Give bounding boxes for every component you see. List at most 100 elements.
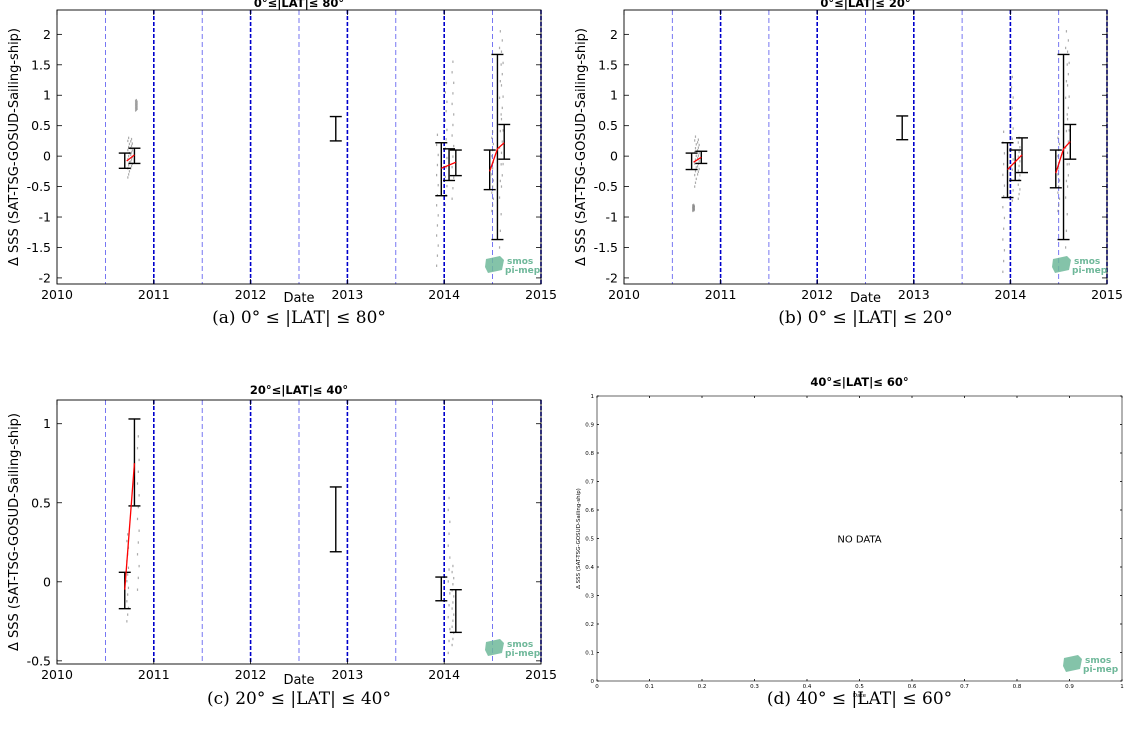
scatter-point [492, 203, 494, 207]
y-tick-label: 0.8 [585, 451, 594, 457]
smos-logo-icon [1052, 256, 1071, 273]
scatter-point [135, 101, 137, 104]
scatter-point [1068, 95, 1070, 98]
scatter-point [693, 204, 695, 207]
scatter-point [130, 160, 132, 163]
y-tick-label: 0 [43, 149, 51, 164]
scatter-point [451, 570, 453, 574]
scatter-point [130, 158, 133, 161]
scatter-point [126, 620, 128, 623]
scatter-point [436, 143, 438, 147]
chart-title: 40°≤|LAT|≤ 60° [810, 375, 908, 389]
x-tick-label: 2011 [138, 287, 170, 302]
scatter-point [695, 166, 697, 169]
y-tick-label: -1 [39, 210, 51, 225]
scatter-point [1017, 141, 1019, 144]
trend-line [693, 156, 702, 163]
scatter-point [1058, 185, 1060, 188]
scatter-point [1003, 227, 1005, 230]
y-tick-label: -0.5 [27, 653, 51, 668]
scatter-point [498, 246, 501, 249]
scatter-point [1017, 197, 1019, 200]
scatter-point [1018, 164, 1020, 168]
scatter-point [127, 148, 129, 152]
scatter-point [1066, 63, 1068, 66]
scatter-point [1018, 150, 1020, 154]
axes-box [56, 399, 542, 665]
panel-caption: (a) 0° ≤ |LAT| ≤ 80° [212, 308, 386, 328]
panel-caption: (c) 20° ≤ |LAT| ≤ 40° [207, 689, 391, 709]
x-axis-label: Date [853, 693, 867, 699]
scatter-point [1066, 50, 1069, 53]
scatter-point [445, 166, 447, 169]
scatter-point [452, 123, 454, 127]
scatter-point [131, 149, 133, 152]
scatter-point [492, 185, 494, 188]
x-tick-label: 2010 [608, 287, 640, 302]
scatter-point [1065, 229, 1068, 233]
scatter-point [1057, 191, 1059, 194]
x-tick-label: 0.4 [803, 684, 812, 690]
scatter-point [697, 146, 699, 149]
scatter-point [499, 129, 501, 133]
scatter-point [451, 625, 453, 628]
scatter-point [694, 158, 697, 161]
x-tick-label: 2011 [705, 287, 737, 302]
scatter-point [452, 601, 454, 604]
scatter-point [453, 144, 455, 148]
scatter-point [1011, 106, 1013, 110]
scatter-point [1067, 140, 1069, 143]
scatter-point [696, 173, 699, 176]
scatter-point [1003, 130, 1005, 133]
scatter-point [130, 164, 133, 168]
scatter-point [693, 207, 695, 210]
scatter-point [1003, 216, 1006, 220]
scatter-point [436, 264, 438, 267]
scatter-point [1003, 259, 1005, 263]
scatter-point [500, 63, 502, 66]
scatter-point [138, 529, 140, 532]
scatter-point [696, 141, 699, 144]
scatter-point [499, 179, 501, 183]
logo-text-smos: smos [1074, 257, 1100, 267]
trend-line [126, 154, 135, 162]
scatter-point [452, 92, 454, 95]
scatter-point [451, 134, 453, 137]
trend-line [1007, 154, 1023, 170]
scatter-point [502, 95, 504, 98]
x-tick-label: 2011 [138, 667, 170, 682]
trend-line [1055, 141, 1071, 174]
scatter-point [445, 81, 447, 85]
scatter-point [453, 595, 455, 598]
scatter-point [128, 142, 131, 146]
x-tick-label: 0 [595, 684, 599, 690]
scatter-point [500, 113, 502, 116]
scatter-point [492, 197, 494, 200]
x-tick-label: 0.8 [1013, 684, 1022, 690]
scatter-point [1058, 197, 1061, 200]
y-tick-label: -1.5 [27, 240, 51, 255]
scatter-point [500, 213, 502, 216]
scatter-point [1058, 130, 1060, 133]
scatter-point [1010, 116, 1013, 120]
trend-line [489, 142, 505, 172]
scatter-point [1003, 152, 1006, 155]
scatter-point [136, 517, 139, 521]
y-tick-label: -2 [606, 270, 618, 285]
scatter-point [1003, 249, 1006, 252]
scatter-point [1002, 238, 1004, 241]
scatter-point [128, 145, 130, 149]
scatter-point [1002, 205, 1004, 209]
scatter-point [501, 174, 503, 177]
scatter-point [1066, 113, 1068, 116]
scatter-point [1067, 106, 1069, 110]
scatter-point [437, 183, 439, 187]
scatter-point [128, 170, 131, 173]
scatter-point [137, 435, 139, 438]
scatter-point [135, 106, 137, 109]
y-tick-label: 2 [610, 27, 618, 42]
scatter-point [451, 643, 453, 647]
scatter-point [134, 104, 137, 107]
x-tick-label: 0.2 [698, 684, 707, 690]
